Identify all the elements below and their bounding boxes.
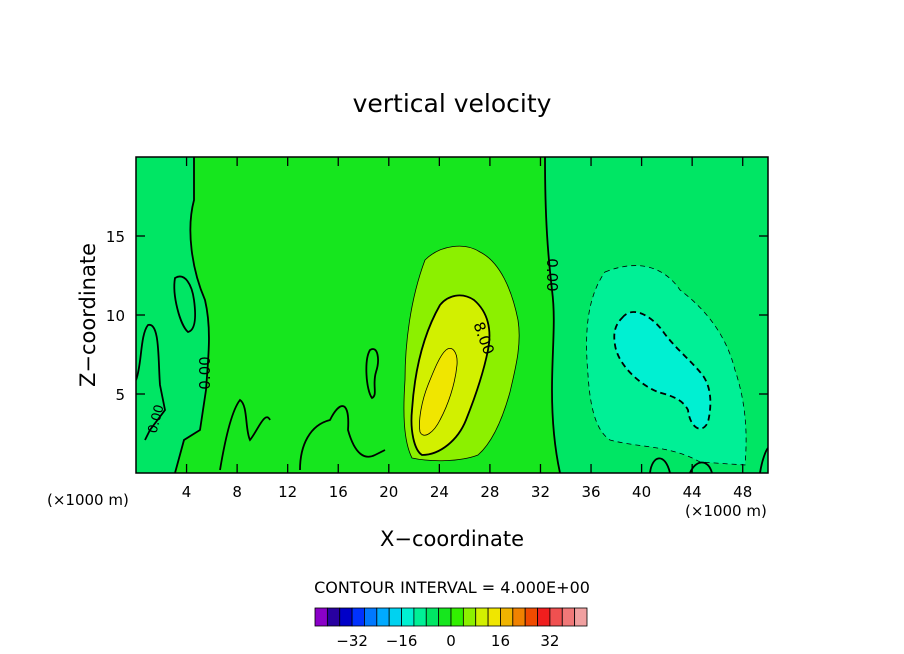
contour-zero-bottom: [136, 324, 768, 473]
y-tick-label: 10: [106, 307, 125, 325]
x-tick-label: 48: [733, 483, 752, 501]
downdraft-inner: [614, 311, 711, 429]
colorbar-swatch: [500, 607, 514, 627]
contour-label-left-upper: 0.00: [196, 356, 214, 389]
x-tick-label: 12: [278, 483, 297, 501]
colorbar-swatch: [339, 607, 353, 627]
updraft-core: [419, 348, 458, 436]
colorbar-swatch: [537, 607, 551, 627]
colorbar-swatch: [450, 607, 464, 627]
contour-label-left-lower: 0.00: [146, 403, 168, 435]
colorbar-swatch: [524, 607, 538, 627]
region-left-weak: [136, 157, 209, 473]
chart-title: vertical velocity: [353, 89, 552, 118]
contour-neg-8: [613, 311, 712, 430]
colorbar-swatch: [425, 607, 440, 627]
x-tick-label: 4: [182, 483, 192, 501]
x-tick-label: 28: [480, 483, 499, 501]
colorbar-swatch: [512, 607, 526, 627]
contour-zero-small-1: [173, 275, 196, 333]
colorbar-tick-label: 32: [540, 632, 559, 650]
contour-zero-small-2: [365, 348, 379, 400]
colorbar-swatch: [351, 607, 365, 627]
contour-4: [403, 245, 520, 462]
contour-lines: [136, 157, 768, 473]
colorbar-swatch: [462, 607, 477, 627]
colorbar-swatch: [487, 607, 501, 627]
x-units-left: (×1000 m): [47, 491, 129, 509]
contour-8: [410, 294, 491, 456]
colorbar-swatch: [561, 607, 576, 627]
y-tick-label: 5: [115, 386, 125, 404]
colorbar-swatch: [364, 607, 378, 627]
colorbar-tick-label: −32: [336, 632, 368, 650]
colorbar-swatch: [438, 607, 452, 627]
colorbar: −32 −16 0 16 32: [314, 607, 588, 650]
colorbar-swatch: [376, 607, 390, 627]
x-tick-label: 8: [232, 483, 242, 501]
colorbar-tick-label: −16: [386, 632, 418, 650]
x-tick-label: 36: [581, 483, 600, 501]
x-axis-label: X−coordinate: [380, 527, 524, 551]
colorbar-swatch: [326, 607, 341, 627]
contour-12: [419, 348, 458, 436]
colorbar-swatch: [475, 607, 489, 627]
x-tick-label: 32: [531, 483, 550, 501]
colorbar-tick-label: 16: [491, 632, 510, 650]
colorbar-swatch: [388, 607, 402, 627]
x-units-right: (×1000 m): [685, 502, 767, 520]
x-tick-label: 44: [683, 483, 702, 501]
x-tick-label: 20: [379, 483, 398, 501]
contour-zero-right: [544, 157, 561, 473]
colorbar-swatch: [413, 607, 427, 627]
y-axis-label: Z−coordinate: [76, 243, 100, 387]
y-tick-label: 15: [106, 228, 125, 246]
x-tick-label: 16: [329, 483, 348, 501]
colorbar-swatch: [574, 607, 588, 627]
x-tick-label: 24: [430, 483, 449, 501]
x-tick-label: 40: [632, 483, 651, 501]
plot-area: [135, 156, 769, 474]
colorbar-swatch: [401, 607, 415, 627]
contour-neg-4: [586, 265, 747, 466]
contour-zero-left: [174, 157, 210, 473]
contour-label-right: 0.00: [543, 258, 561, 291]
contour-interval-label: CONTOUR INTERVAL = 4.000E+00: [314, 578, 590, 597]
colorbar-swatch: [549, 607, 563, 627]
colorbar-tick-label: 0: [446, 632, 456, 650]
colorbar-swatch: [314, 607, 328, 627]
